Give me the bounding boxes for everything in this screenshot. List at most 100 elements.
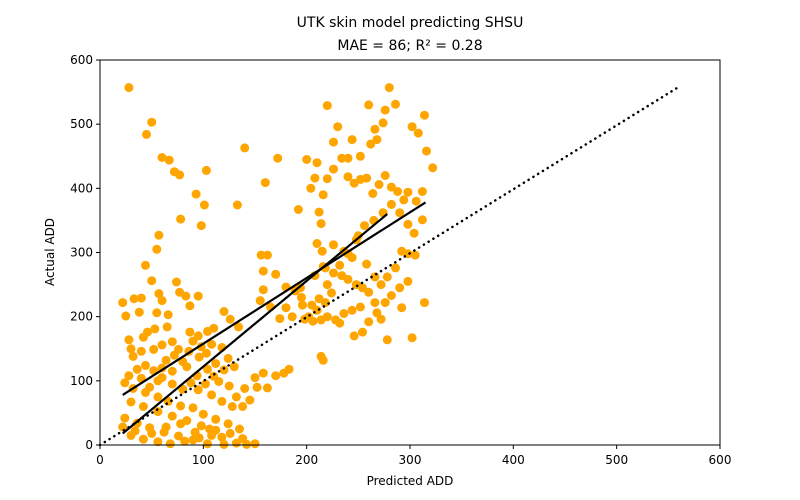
scatter-point bbox=[376, 314, 386, 324]
scatter-point bbox=[420, 298, 429, 308]
y-tick-label: 400 bbox=[70, 181, 93, 195]
scatter-point bbox=[199, 200, 209, 210]
scatter-point bbox=[176, 401, 186, 411]
scatter-point bbox=[153, 392, 163, 402]
y-tick-label: 100 bbox=[70, 374, 93, 388]
scatter-point bbox=[347, 305, 357, 315]
x-tick-label: 100 bbox=[192, 453, 215, 467]
scatter-point bbox=[360, 221, 369, 231]
scatter-point bbox=[186, 378, 196, 388]
scatter-point bbox=[335, 318, 345, 328]
scatter-point bbox=[157, 153, 167, 162]
scatter-point bbox=[157, 340, 167, 350]
scatter-point bbox=[162, 322, 172, 332]
scatter-point bbox=[296, 283, 305, 293]
scatter-point bbox=[229, 362, 239, 372]
scatter-point bbox=[339, 309, 349, 318]
fit-line-1 bbox=[122, 201, 427, 396]
scatter-point bbox=[149, 344, 159, 354]
scatter-point bbox=[141, 260, 150, 270]
scatter-point bbox=[190, 427, 200, 437]
scatter-point bbox=[297, 292, 306, 302]
scatter-point bbox=[164, 155, 174, 165]
scatter-point bbox=[227, 402, 237, 411]
scatter-point bbox=[120, 413, 130, 423]
scatter-point bbox=[175, 170, 185, 180]
scatter-point bbox=[234, 322, 243, 332]
scatter-point bbox=[203, 439, 212, 449]
scatter-point bbox=[422, 146, 431, 156]
scatter-point bbox=[124, 83, 134, 93]
scatter-point bbox=[138, 434, 148, 444]
scatter-point bbox=[242, 439, 252, 449]
scatter-point bbox=[293, 205, 303, 214]
scatter-point bbox=[223, 353, 233, 363]
scatter-point bbox=[130, 426, 140, 436]
scatter-point bbox=[420, 110, 429, 120]
scatter-point bbox=[163, 310, 173, 320]
scatter-point bbox=[395, 283, 405, 293]
scatter-point bbox=[258, 266, 268, 276]
scatter-point bbox=[417, 187, 427, 196]
scatter-point bbox=[382, 335, 392, 345]
scatter-point bbox=[153, 437, 163, 447]
scatter-point bbox=[150, 324, 160, 334]
scatter-point bbox=[232, 200, 242, 210]
y-tick-label: 500 bbox=[70, 117, 93, 131]
y-tick-label: 0 bbox=[85, 438, 93, 452]
scatter-point bbox=[317, 246, 327, 256]
scatter-point bbox=[410, 250, 420, 260]
scatter-point bbox=[260, 178, 270, 188]
scatter-point bbox=[318, 355, 328, 365]
scatter-point bbox=[203, 364, 212, 374]
scatter-point bbox=[395, 208, 405, 218]
scatter-point bbox=[167, 411, 177, 421]
y-tick-label: 600 bbox=[70, 53, 93, 67]
scatter-point bbox=[358, 327, 367, 337]
scatter-point bbox=[384, 83, 394, 93]
scatter-point bbox=[386, 291, 396, 300]
scatter-point bbox=[120, 378, 130, 388]
scatter-point bbox=[153, 376, 163, 386]
x-tick-label: 600 bbox=[709, 453, 732, 467]
x-axis-label: Predicted ADD bbox=[367, 474, 454, 488]
scatter-point bbox=[161, 355, 171, 365]
scatter-point bbox=[417, 215, 427, 225]
scatter-point bbox=[194, 352, 204, 362]
scatter-point bbox=[176, 214, 186, 224]
scatter-point bbox=[382, 272, 392, 282]
scatter-point bbox=[316, 219, 326, 229]
scatter-point bbox=[167, 379, 177, 389]
scatter-point bbox=[152, 244, 162, 254]
scatter-point bbox=[258, 285, 268, 295]
scatter-point bbox=[407, 333, 417, 343]
scatter-point bbox=[372, 135, 382, 145]
scatter-point bbox=[411, 196, 421, 206]
scatter-point bbox=[351, 280, 361, 290]
scatter-point bbox=[349, 331, 359, 341]
scatter-point bbox=[147, 276, 157, 286]
scatter-point bbox=[154, 289, 164, 299]
scatter-point bbox=[145, 382, 155, 392]
chart-title-line-2: MAE = 86; R² = 0.28 bbox=[337, 38, 482, 54]
scatter-point bbox=[219, 365, 229, 375]
scatter-point bbox=[250, 439, 260, 449]
scatter-point bbox=[374, 180, 384, 189]
scatter-point bbox=[329, 240, 338, 250]
scatter-point bbox=[200, 379, 210, 389]
scatter-point bbox=[231, 392, 241, 402]
scatter-point bbox=[366, 139, 376, 149]
scatter-point bbox=[312, 158, 322, 168]
x-tick-label: 300 bbox=[399, 453, 422, 467]
y-axis: 0 100 200 300 400 500 600 bbox=[70, 53, 100, 452]
x-tick-label: 500 bbox=[605, 453, 628, 467]
scatter-point bbox=[118, 422, 128, 432]
scatter-point bbox=[378, 118, 388, 128]
scatter-point bbox=[399, 195, 409, 205]
scatter-point bbox=[275, 314, 285, 324]
scatter-point bbox=[132, 364, 142, 374]
scatter-point bbox=[124, 335, 134, 345]
scatter-point bbox=[240, 384, 250, 393]
scatter-point bbox=[271, 269, 281, 279]
